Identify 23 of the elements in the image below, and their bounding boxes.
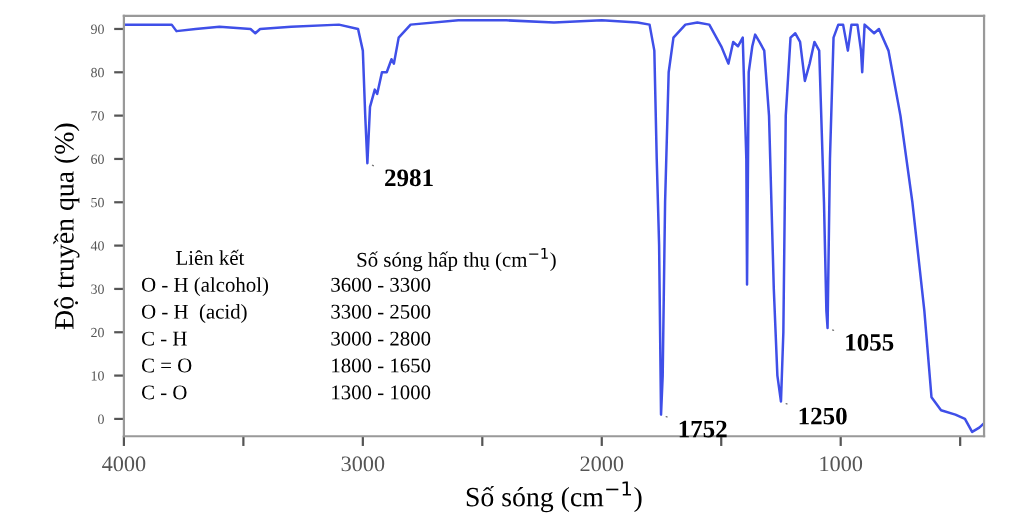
annotation: 1055 — [846, 333, 894, 351]
annotation: C - H — [141, 331, 187, 346]
line-series — [123, 19, 985, 434]
y-axis-title: Độ truyền qua (%) — [53, 123, 80, 330]
annotation: Số sóng hấp thụ (cm$^{−1}$) — [357, 248, 556, 272]
annotation: C = O — [141, 358, 192, 373]
annotation: Liên kết — [176, 249, 245, 265]
annotation: 3000 - 2800 — [331, 331, 431, 346]
x-tick-label: 3000 — [341, 456, 385, 472]
x-axis-title: Số sóng (cm$^{−1}$) — [466, 481, 642, 513]
annotation: 1300 - 1000 — [332, 385, 431, 400]
annotation: 3600 - 3300 — [331, 277, 431, 292]
annotation: C - O — [141, 385, 187, 400]
annotation: 2981 — [385, 169, 433, 187]
x-tick-label: 2000 — [580, 456, 624, 472]
x-tick-label: 1000 — [820, 456, 863, 472]
annotation: 3300 - 2500 — [331, 304, 431, 319]
annotation: 1752 — [679, 420, 727, 438]
annotation: O - H (acid) — [141, 304, 247, 323]
annotation: 1800 - 1650 — [332, 358, 431, 373]
annotation: O - H (alcohol) — [141, 277, 269, 297]
annotation: 1250 — [799, 407, 847, 425]
x-tick-label: 4000 — [102, 456, 146, 472]
